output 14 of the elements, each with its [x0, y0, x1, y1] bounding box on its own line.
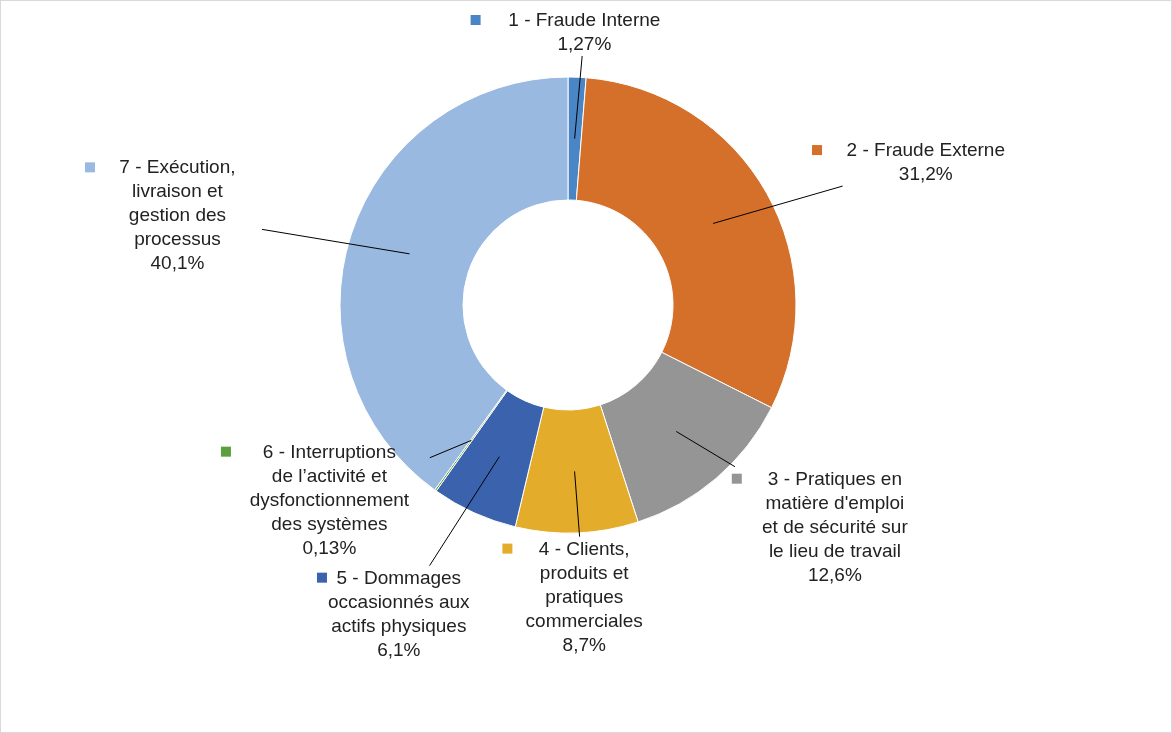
- legend-label: 2 - Fraude Externe: [846, 139, 1006, 161]
- legend-label: 7 - Exécution, livraison et gestion des processus: [119, 156, 236, 250]
- legend-label: 6 - Interruptions de l’activité et dysfonctionnement des systèmes: [249, 440, 410, 534]
- data-label: 12,6%: [807, 563, 862, 585]
- legend-label: 5 - Dommages occasionnés aux actifs physiques: [328, 566, 471, 636]
- data-label: 8,7%: [562, 633, 606, 655]
- data-label: 31,2%: [898, 163, 953, 185]
- data-label: 1,27%: [557, 33, 612, 54]
- legend-label: 1 - Fraude Interne: [508, 9, 661, 30]
- legend-label: 3 - Pratiques en matière d'emploi et de sécurité sur le lieu de travail: [762, 467, 909, 561]
- legend-label: 4 - Clients, produits et pratiques commerciales: [525, 537, 643, 631]
- data-label: 0,13%: [302, 536, 357, 558]
- data-label: 40,1%: [150, 252, 205, 274]
- data-label: 6,1%: [377, 638, 421, 660]
